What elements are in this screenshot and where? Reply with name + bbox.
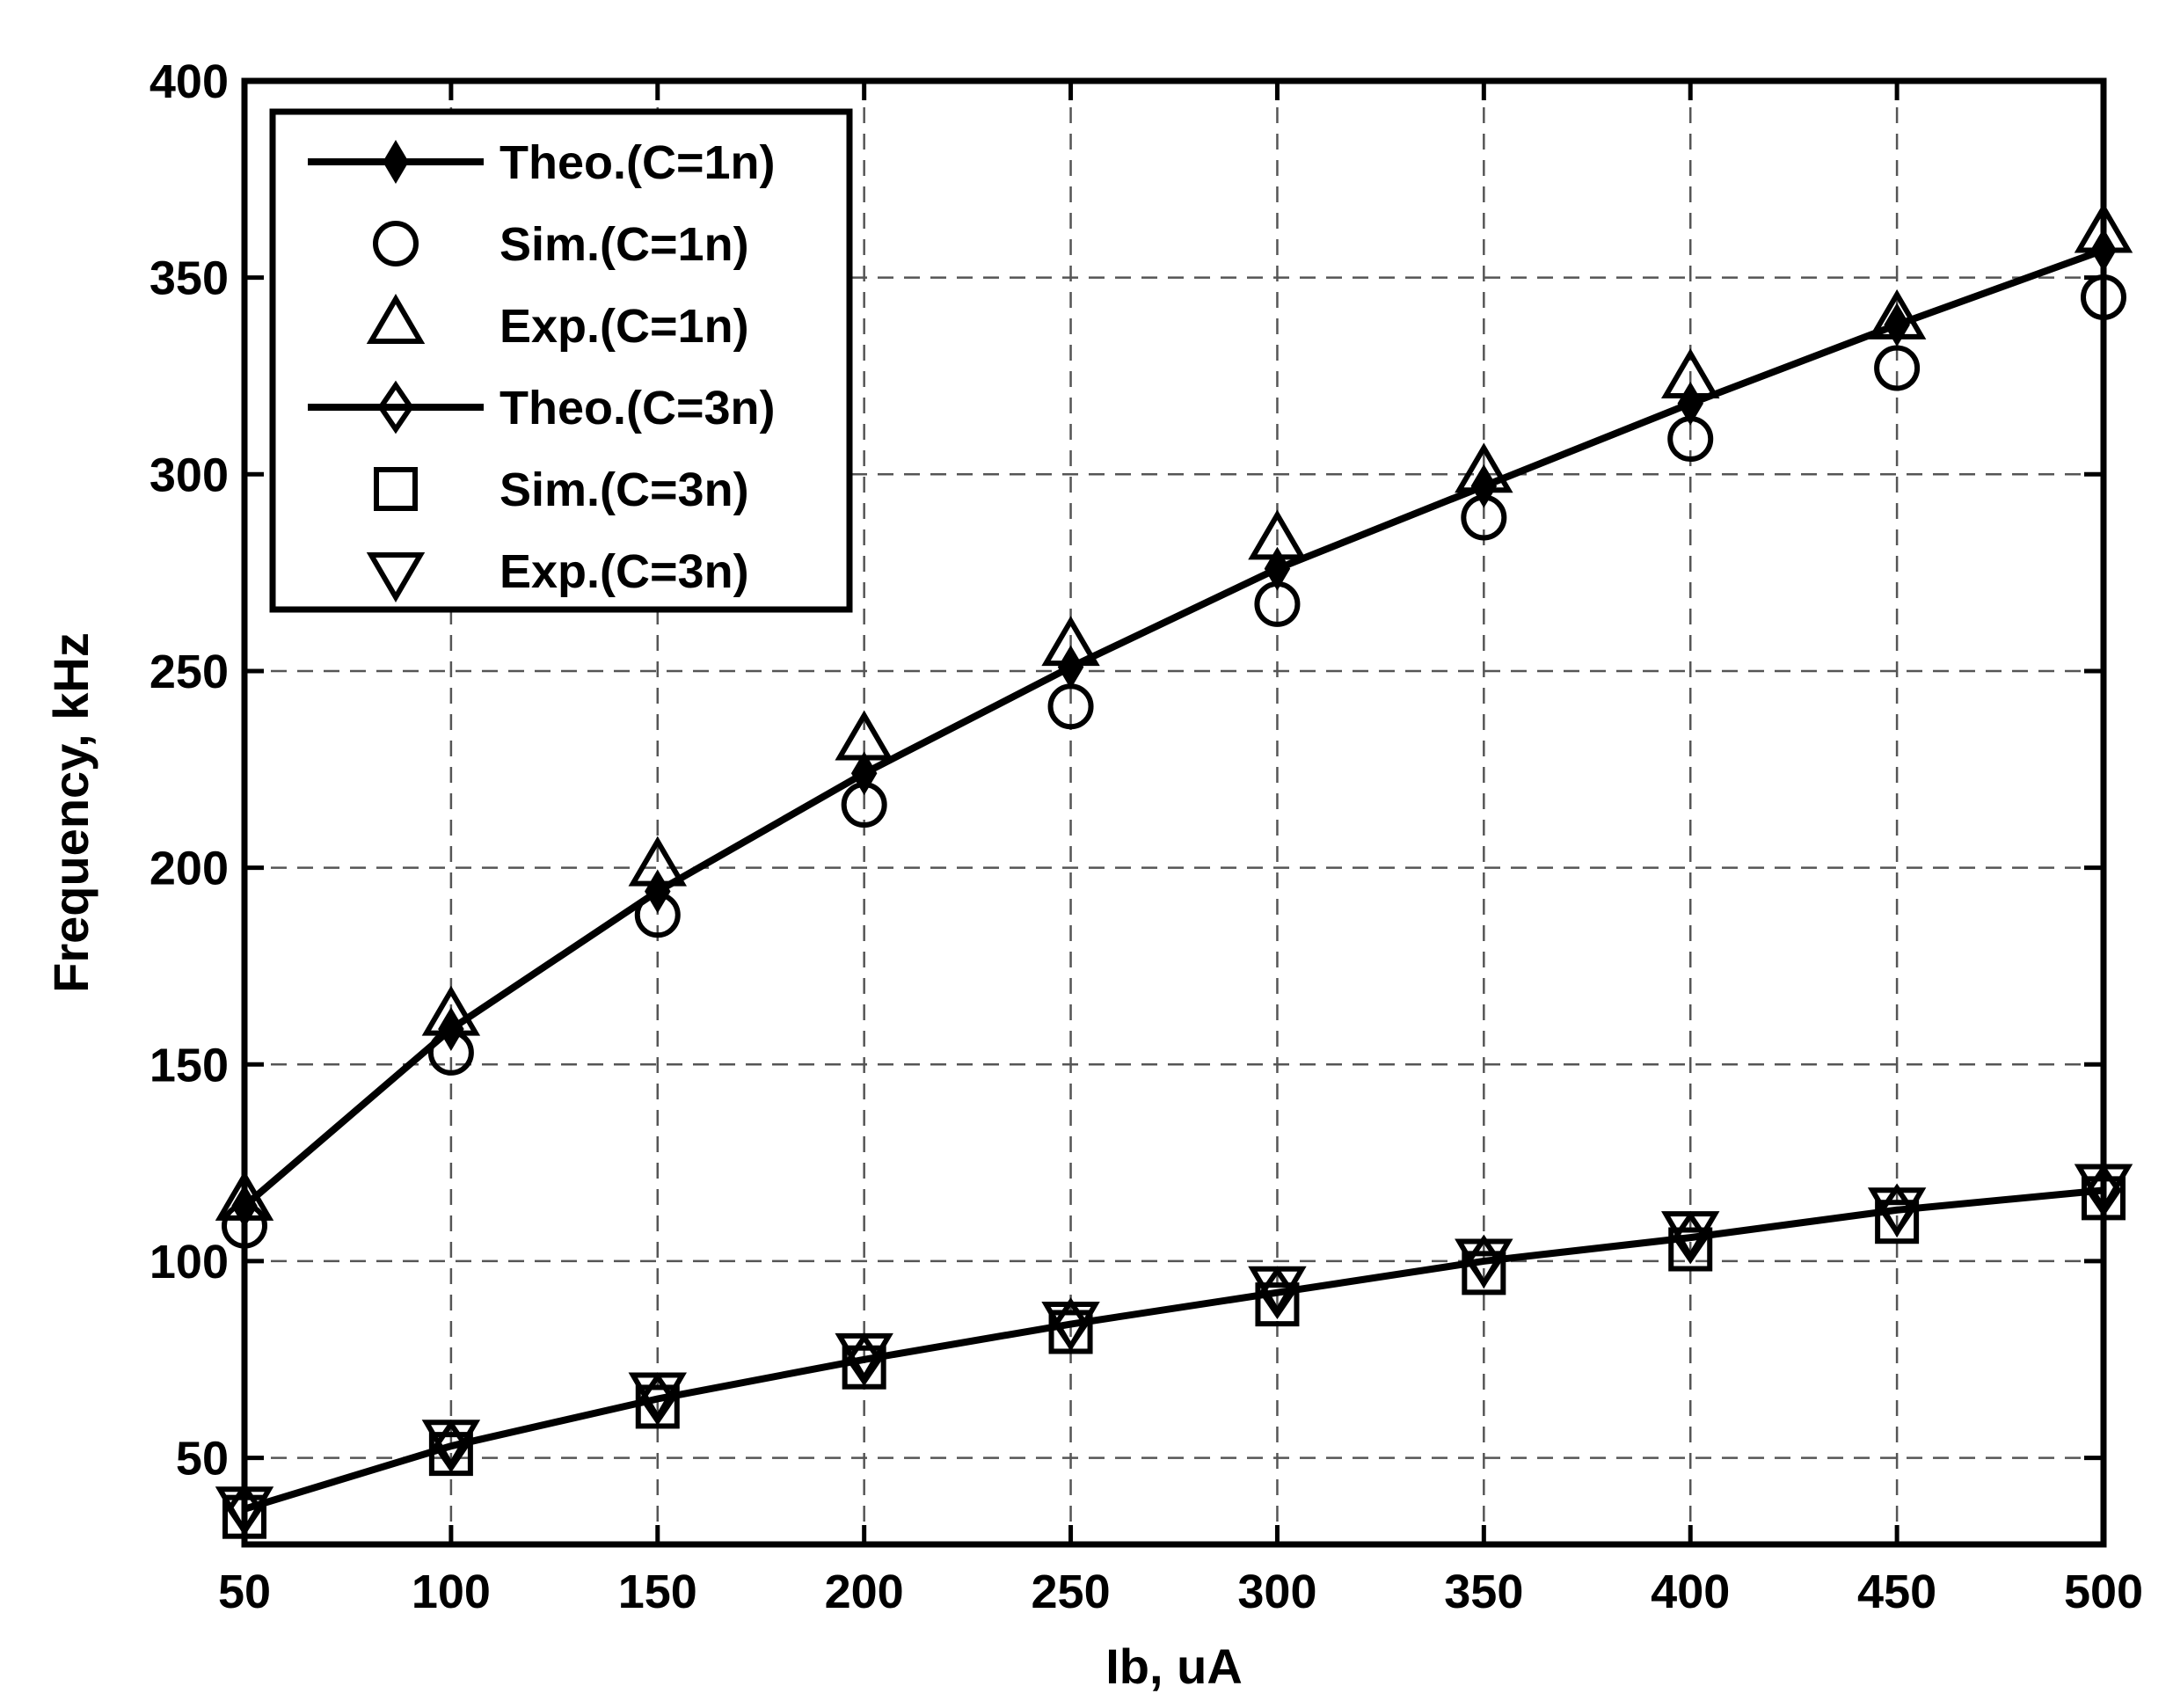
series-line <box>242 246 2105 1209</box>
x-tick-label: 50 <box>218 1566 271 1618</box>
x-tick-label: 450 <box>1857 1566 1936 1618</box>
data-point <box>841 782 887 828</box>
legend-marker <box>377 380 414 434</box>
legend-marker <box>374 467 418 511</box>
legend-box <box>269 108 853 613</box>
series-3 <box>215 202 2133 1221</box>
legend-item: Exp.(C=1n) <box>366 294 749 353</box>
data-point <box>1875 1200 1920 1245</box>
data-point <box>1660 1211 1720 1262</box>
legend-item: Theo.(C=1n) <box>308 136 776 189</box>
series-2 <box>222 274 2126 1249</box>
legend-label: Sim.(C=3n) <box>499 463 749 516</box>
data-point <box>1255 1282 1300 1327</box>
series-layer <box>215 202 2133 1539</box>
x-axis-label: Ib, uA <box>1105 1639 1243 1694</box>
y-tick-label: 200 <box>149 843 229 895</box>
data-point <box>635 1384 680 1429</box>
y-tick-label: 250 <box>149 646 229 698</box>
data-point <box>428 1432 473 1477</box>
x-tick-label: 250 <box>1032 1566 1111 1618</box>
legend-label: Theo.(C=1n) <box>499 136 776 189</box>
x-tick-label: 200 <box>825 1566 904 1618</box>
y-tick-label: 150 <box>149 1039 229 1091</box>
data-point <box>1874 345 1921 391</box>
data-point <box>421 1420 481 1471</box>
legend-label: Exp.(C=1n) <box>499 300 749 353</box>
data-point <box>1668 1227 1713 1272</box>
data-point <box>1867 1187 1927 1238</box>
data-point <box>835 1332 893 1383</box>
data-point <box>1461 494 1507 541</box>
legend-marker <box>366 552 426 602</box>
data-point <box>1660 348 1720 398</box>
y-tick-labels: 50 100 150 200 250 300 350 400 <box>149 55 229 1485</box>
legend-marker <box>373 221 419 266</box>
data-point <box>421 985 481 1036</box>
legend-item: Sim.(C=1n) <box>373 218 749 271</box>
data-point <box>628 836 688 887</box>
data-point <box>1455 1238 1513 1289</box>
data-point <box>438 1007 464 1051</box>
plot-frame <box>241 77 2107 1548</box>
data-point <box>1248 509 1307 560</box>
data-point <box>1254 580 1301 627</box>
data-point <box>1248 1266 1307 1317</box>
data-point <box>1462 1251 1506 1296</box>
x-tick-label: 300 <box>1237 1566 1316 1618</box>
x-tick-label: 400 <box>1651 1566 1730 1618</box>
x-tick-label: 500 <box>2064 1566 2143 1618</box>
series-line <box>243 1186 2104 1513</box>
data-point <box>1455 442 1513 493</box>
data-point <box>842 1345 886 1390</box>
legend-label: Sim.(C=1n) <box>499 218 749 271</box>
x-tick-label: 100 <box>412 1566 491 1618</box>
data-point <box>634 892 681 938</box>
x-tick-label: 350 <box>1444 1566 1523 1618</box>
legend-marker <box>383 140 409 184</box>
legend-marker <box>366 294 426 344</box>
legend-label: Exp.(C=3n) <box>499 545 749 598</box>
y-tick-label: 400 <box>149 55 229 108</box>
y-tick-label: 300 <box>149 449 229 501</box>
data-point <box>628 1372 688 1423</box>
y-tick-label: 100 <box>149 1236 229 1288</box>
legend-item: Theo.(C=3n) <box>308 380 776 434</box>
data-point <box>1041 1302 1100 1352</box>
legend-item: Exp.(C=3n) <box>366 545 749 602</box>
y-axis-label: Frequency, kHz <box>43 632 98 993</box>
legend-item: Sim.(C=3n) <box>374 463 749 516</box>
y-tick-label: 50 <box>176 1433 229 1485</box>
legend: Theo.(C=1n) Sim.(C=1n) Exp.(C=1n) Theo.(C=3… <box>269 108 853 613</box>
data-point <box>1867 288 1927 339</box>
x-tick-labels: 50 100 150 200 250 300 350 400 450 500 <box>218 1566 2143 1618</box>
data-point <box>1667 416 1714 463</box>
data-point <box>835 710 893 761</box>
legend-label: Theo.(C=3n) <box>499 382 776 434</box>
data-point <box>1047 683 1094 730</box>
y-tick-label: 350 <box>149 252 229 305</box>
x-tick-label: 150 <box>618 1566 697 1618</box>
data-point <box>1041 616 1100 667</box>
